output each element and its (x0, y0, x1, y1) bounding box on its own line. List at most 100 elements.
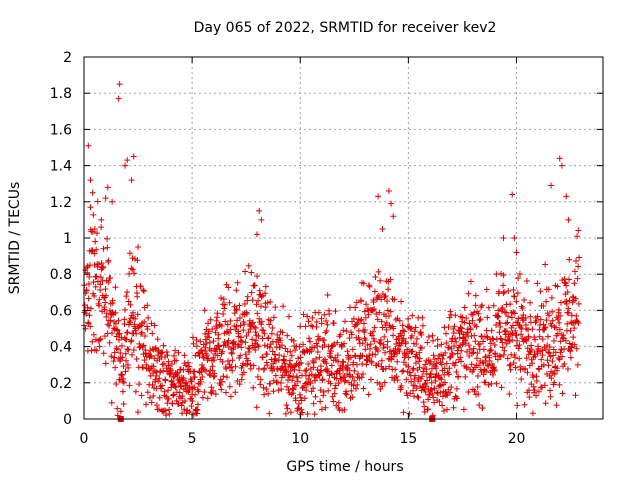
data-point (256, 287, 263, 294)
data-point (484, 333, 491, 340)
data-point (400, 367, 407, 374)
data-point (120, 363, 127, 370)
data-point (504, 319, 511, 326)
data-point (141, 318, 148, 325)
data-point (245, 262, 252, 269)
data-point (261, 342, 268, 349)
data-point (485, 304, 492, 311)
data-point (412, 324, 419, 331)
data-point (270, 377, 277, 384)
data-point (211, 372, 218, 379)
data-point (458, 347, 465, 354)
y-tick-label: 1 (63, 231, 72, 247)
data-point (491, 367, 498, 374)
data-point (206, 334, 213, 341)
data-point (178, 383, 185, 390)
data-point (260, 384, 267, 391)
data-point (87, 323, 94, 330)
data-point (417, 383, 424, 390)
data-point (129, 351, 136, 358)
data-point (302, 323, 309, 330)
data-point (427, 387, 434, 394)
data-point (93, 246, 100, 253)
data-point (418, 376, 425, 383)
data-point (566, 340, 573, 347)
data-point (120, 401, 127, 408)
data-point (574, 233, 581, 240)
data-point (225, 337, 232, 344)
data-point (534, 313, 541, 320)
data-point (549, 308, 556, 315)
data-point (287, 368, 294, 375)
data-point-spike (565, 216, 572, 223)
data-point (285, 363, 292, 370)
data-point (212, 391, 219, 398)
data-point (451, 323, 458, 330)
data-point (221, 339, 228, 346)
data-point (227, 393, 234, 400)
data-point (320, 388, 327, 395)
data-point (274, 366, 281, 373)
data-point (554, 365, 561, 372)
data-point (293, 343, 300, 350)
data-point (220, 311, 227, 318)
y-tick-label: 0.4 (50, 340, 72, 356)
data-point-spike (89, 189, 96, 196)
data-point (449, 351, 456, 358)
data-point (119, 354, 126, 361)
data-point (495, 307, 502, 314)
data-point (360, 280, 367, 287)
data-point (164, 400, 171, 407)
data-point (323, 317, 330, 324)
data-point (194, 406, 201, 413)
data-point (153, 372, 160, 379)
data-point (384, 298, 391, 305)
data-point (283, 402, 290, 409)
data-point (532, 336, 539, 343)
data-point (521, 296, 528, 303)
data-point (112, 309, 119, 316)
data-point (409, 348, 416, 355)
data-point (219, 378, 226, 385)
data-point (475, 391, 482, 398)
data-point (318, 406, 325, 413)
data-point (282, 345, 289, 352)
data-point (461, 319, 468, 326)
data-point (344, 348, 351, 355)
data-point (209, 326, 216, 333)
data-point (374, 379, 381, 386)
data-point (119, 388, 126, 395)
data-point (542, 324, 549, 331)
data-point (247, 365, 254, 372)
data-point (405, 315, 412, 322)
data-point (124, 289, 131, 296)
data-point (454, 350, 461, 357)
data-point (114, 405, 121, 412)
data-point (516, 355, 523, 362)
data-point (474, 350, 481, 357)
data-point (224, 321, 231, 328)
data-point (331, 341, 338, 348)
data-point (226, 299, 233, 306)
data-point (201, 347, 208, 354)
data-point (546, 350, 553, 357)
data-point (479, 359, 486, 366)
data-point (308, 388, 315, 395)
data-point (548, 294, 555, 301)
data-point (549, 358, 556, 365)
data-point (272, 372, 279, 379)
data-point (183, 410, 190, 417)
data-point (347, 354, 354, 361)
data-point (193, 336, 200, 343)
data-point (557, 349, 564, 356)
data-point (420, 365, 427, 372)
data-point (405, 363, 412, 370)
data-point (274, 379, 281, 386)
data-point (527, 313, 534, 320)
data-point (160, 367, 167, 374)
data-point (205, 328, 212, 335)
data-point (486, 357, 493, 364)
data-point (516, 342, 523, 349)
data-point (351, 352, 358, 359)
